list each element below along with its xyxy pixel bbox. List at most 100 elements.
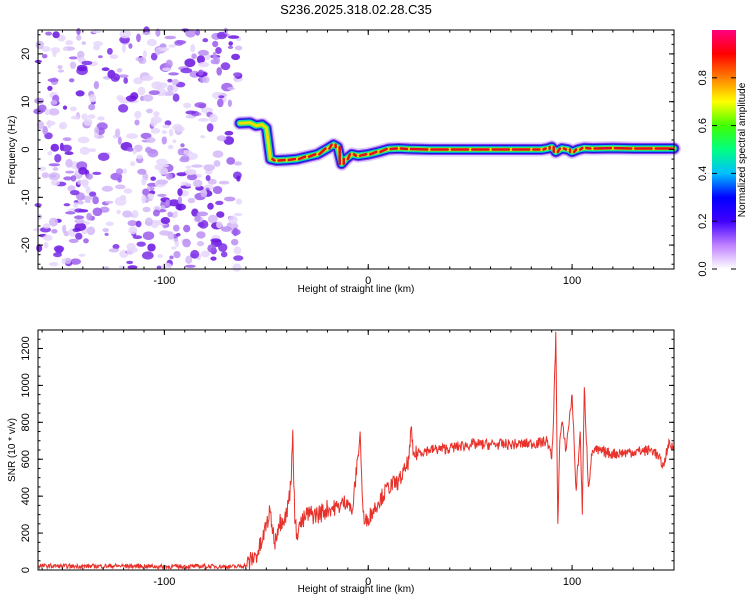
heatmap-noise-blob <box>185 165 191 169</box>
heatmap-noise-blob <box>113 77 120 81</box>
heatmap-noise-blob <box>161 130 168 134</box>
heatmap-ridge-core <box>578 146 584 151</box>
heatmap-noise-blob <box>160 217 171 224</box>
heatmap-noise-blob <box>232 263 242 272</box>
heatmap-noise-blob <box>207 214 218 224</box>
heatmap-noise-blob <box>122 168 127 174</box>
spectrogram-y-tick-label: -10 <box>20 189 32 205</box>
heatmap-noise-blob <box>105 200 114 204</box>
heatmap-noise-blob <box>176 172 187 177</box>
heatmap-noise-blob <box>76 34 82 41</box>
heatmap-noise-blob <box>231 238 239 246</box>
heatmap-frequency-ridge <box>232 115 681 171</box>
snr-x-tick-label: 100 <box>563 576 581 588</box>
heatmap-noise-blob <box>73 202 79 208</box>
snr-y-tick-label: 800 <box>20 413 32 431</box>
heatmap-noise-blob <box>78 167 88 175</box>
heatmap-noise-blob <box>210 256 217 261</box>
heatmap-ridge-core <box>358 153 368 157</box>
heatmap-noise-blob <box>128 226 138 235</box>
heatmap-noise-blob <box>196 211 209 217</box>
heatmap-noise-blob <box>146 38 157 47</box>
heatmap-noise-blob <box>186 173 198 181</box>
heatmap-noise-blob <box>36 121 45 129</box>
spectrogram-y-tick-label: 10 <box>20 96 32 108</box>
heatmap-noise-blob <box>142 94 154 102</box>
heatmap-noise-blob <box>137 168 147 175</box>
heatmap-noise-blob <box>185 183 192 187</box>
heatmap-noise-blob <box>42 223 51 229</box>
heatmap-noise-blob <box>236 175 241 182</box>
heatmap-noise-blob <box>183 224 191 233</box>
heatmap-noise-blob <box>161 164 169 168</box>
heatmap-noise-blob <box>86 226 96 236</box>
heatmap-noise-blob <box>73 215 85 220</box>
heatmap-noise-blob <box>164 120 172 126</box>
heatmap-noise-blob <box>197 49 209 56</box>
spectrogram-y-axis-title: Frequency (Hz) <box>7 116 18 185</box>
snr-x-ticks: -100 0 100 <box>41 330 675 588</box>
heatmap-noise-blob <box>48 163 60 167</box>
heatmap-noise-blob <box>231 53 241 61</box>
heatmap-noise-blob <box>78 253 86 257</box>
heatmap-noise-blob <box>156 179 169 185</box>
heatmap-noise-blob <box>84 199 91 203</box>
heatmap-noise-blob <box>117 177 122 183</box>
heatmap-noise-blob <box>185 115 195 119</box>
heatmap-noise-blob <box>185 29 196 38</box>
heatmap-noise-blob <box>210 238 221 243</box>
heatmap-noise-blob <box>137 86 146 96</box>
heatmap-noise-blob <box>172 139 177 144</box>
heatmap-noise-blob <box>227 45 234 50</box>
heatmap-noise-blob <box>93 41 103 47</box>
heatmap-noise-blob <box>127 220 138 227</box>
heatmap-noise-blob <box>83 118 93 127</box>
heatmap-noise-blob <box>130 161 136 167</box>
heatmap-noise-blob <box>168 128 174 137</box>
heatmap-noise-blob <box>191 53 197 59</box>
heatmap-noise-blob <box>68 78 75 83</box>
heatmap-noise-blob <box>202 76 210 84</box>
heatmap-noise-blob <box>37 104 47 113</box>
heatmap-noise-blob <box>76 27 81 36</box>
colorbar-tick-label: 0.8 <box>697 70 709 85</box>
spectrogram-y-tick-label: 0 <box>20 146 32 152</box>
heatmap-noise-blob <box>167 211 173 218</box>
heatmap-noise-blob <box>175 203 186 211</box>
heatmap-noise-blob <box>173 224 180 232</box>
heatmap-noise-blob <box>108 248 120 253</box>
heatmap-noise-blob <box>92 171 102 175</box>
heatmap-ridge-core <box>562 147 568 151</box>
heatmap-noise-blob <box>232 227 239 237</box>
heatmap-noise-blob <box>152 209 160 217</box>
heatmap-noise-blob <box>125 95 137 102</box>
heatmap-noise-blob <box>70 190 80 196</box>
heatmap-noise-blob <box>59 121 68 130</box>
snr-x-axis-title: Height of straight line (km) <box>298 584 415 595</box>
heatmap-noise-blob <box>161 136 167 145</box>
heatmap-noise-blob <box>80 179 89 186</box>
heatmap-noise-blob <box>171 246 177 250</box>
heatmap-noise-blob <box>142 206 151 213</box>
heatmap-noise-blob <box>156 265 162 270</box>
heatmap-noise-blob <box>136 241 146 247</box>
heatmap-noise-blob <box>218 243 228 252</box>
heatmap-noise-blob <box>174 126 185 132</box>
heatmap-noise-blob <box>142 231 155 240</box>
heatmap-noise-blob <box>227 86 235 91</box>
heatmap-noise-blob <box>45 31 52 36</box>
heatmap-noise-blob <box>160 205 166 210</box>
heatmap-noise-blob <box>233 72 241 77</box>
heatmap-noise-blob <box>74 208 84 213</box>
heatmap-noise-blob <box>224 196 236 202</box>
heatmap-noise-blob <box>205 175 211 181</box>
heatmap-noise-blob <box>70 175 77 182</box>
heatmap-noise-blob <box>226 222 232 227</box>
heatmap-noise-region <box>32 26 244 272</box>
heatmap-noise-blob <box>135 220 142 228</box>
heatmap-noise-blob <box>156 158 168 165</box>
heatmap-noise-blob <box>180 67 193 74</box>
heatmap-noise-blob <box>105 221 114 227</box>
heatmap-noise-blob <box>136 154 143 160</box>
